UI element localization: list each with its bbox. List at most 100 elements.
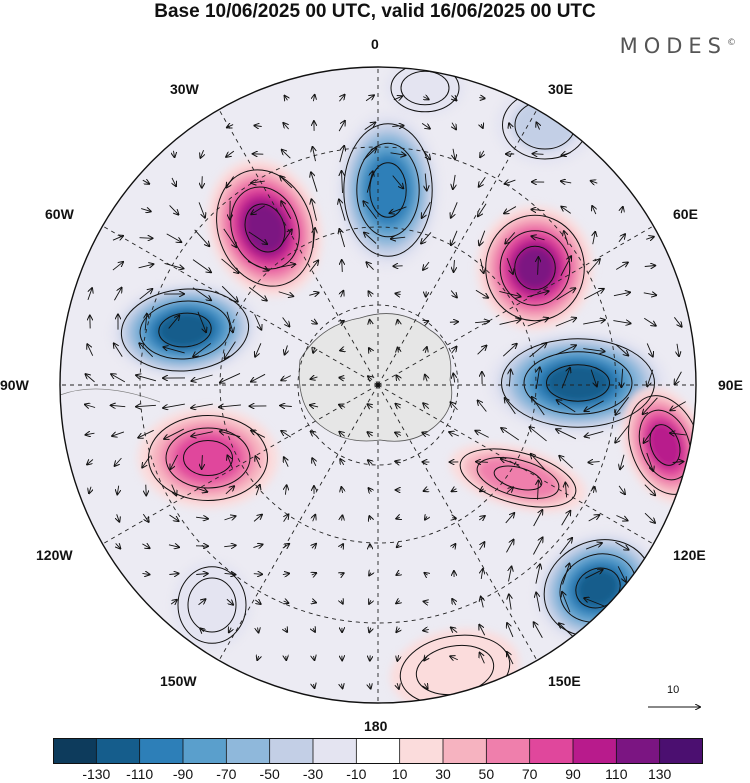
lon-label-150w: 150W — [160, 673, 197, 689]
wind-arrow — [451, 96, 456, 101]
contour-line — [523, 351, 633, 415]
contour-line — [187, 577, 237, 633]
wind-arrow — [559, 623, 574, 637]
wind-arrow — [538, 257, 539, 275]
wind-arrow — [368, 460, 372, 464]
wind-arrow — [555, 318, 576, 327]
wind-arrow — [587, 259, 600, 274]
wind-arrow — [670, 433, 686, 435]
colorbar-swatch — [183, 738, 227, 764]
wind-arrow — [424, 489, 429, 491]
wind-arrow — [449, 432, 459, 436]
wind-arrow — [284, 457, 288, 467]
wind-arrow — [425, 173, 427, 191]
wind-arrow — [505, 513, 514, 524]
contour-line — [139, 300, 231, 360]
wind-arrow — [501, 428, 520, 441]
wind-arrow — [421, 122, 430, 128]
wind-arrow — [339, 405, 346, 408]
wind-arrow — [452, 599, 456, 606]
wind-arrow — [561, 207, 571, 214]
wind-arrow — [111, 374, 126, 383]
wind-arrow — [583, 349, 604, 352]
wind-arrow — [561, 181, 572, 183]
wind-arrow — [559, 538, 572, 555]
contour-line — [493, 465, 543, 491]
wind-arrow — [453, 374, 454, 383]
wind-arrow — [339, 378, 345, 379]
wind-arrow — [169, 574, 178, 575]
meridian-line — [377, 384, 654, 545]
wind-arrow — [507, 623, 514, 638]
wind-arrow — [282, 544, 289, 548]
wind-arrow — [396, 517, 399, 518]
wind-arrow — [339, 432, 344, 437]
wind-arrow — [339, 146, 344, 163]
wind-arrow — [341, 544, 343, 548]
contour-line — [649, 424, 681, 466]
wind-arrow — [506, 257, 513, 274]
wind-arrow — [562, 592, 571, 613]
wind-arrow — [117, 514, 120, 521]
colorbar-tick-label: 10 — [391, 766, 408, 782]
colorbar-swatch — [356, 738, 401, 764]
map-title: Base 10/06/2025 00 UTC, valid 16/06/2025… — [154, 1, 596, 22]
wind-arrow — [313, 95, 314, 102]
wind-arrow — [396, 404, 401, 408]
wind-arrow — [506, 540, 513, 553]
colorbar-swatch — [53, 738, 97, 764]
wind-arrow — [281, 375, 291, 381]
wind-arrow — [254, 314, 262, 329]
wind-arrow — [171, 484, 177, 496]
wind-arrow — [282, 317, 290, 327]
wind-arrow — [453, 174, 455, 189]
wind-arrow — [309, 260, 318, 272]
wind-arrow — [509, 370, 510, 387]
wind-arrow — [424, 656, 427, 661]
wind-arrow — [618, 234, 625, 243]
contour-line — [216, 169, 314, 287]
wind-arrow — [505, 398, 516, 415]
wind-arrow — [258, 627, 259, 632]
landmass-outline — [60, 388, 161, 403]
contour-line — [183, 440, 233, 476]
wind-arrow — [423, 403, 430, 410]
lon-label-120w: 120W — [36, 547, 73, 563]
wind-arrow — [620, 454, 625, 469]
wind-arrow — [312, 573, 317, 575]
wind-arrow — [644, 317, 656, 326]
colorbar-swatch — [443, 738, 487, 764]
wind-arrow — [194, 229, 210, 246]
wind-arrow — [480, 489, 484, 492]
colorbar-tick-label: 130 — [647, 766, 672, 782]
wind-arrow — [536, 593, 541, 612]
wind-arrow — [613, 321, 630, 324]
wind-arrow — [313, 228, 315, 248]
wind-arrow — [421, 148, 430, 160]
wind-arrow — [369, 683, 370, 688]
wind-arrow — [251, 205, 266, 215]
wind-arrow — [114, 343, 123, 357]
wind-arrow — [89, 486, 91, 494]
wind-arrow — [369, 516, 370, 520]
wind-arrow — [392, 175, 404, 189]
wind-arrow — [509, 567, 512, 582]
wind-arrow — [168, 316, 180, 329]
wind-arrow — [593, 487, 594, 493]
wind-arrow — [615, 263, 628, 270]
wind-arrow — [533, 510, 543, 527]
wind-arrow — [192, 259, 211, 273]
wind-arrow — [644, 484, 655, 496]
wind-arrow — [164, 263, 184, 268]
wind-arrow — [227, 455, 233, 469]
colorbar-tick-label: 110 — [605, 766, 628, 782]
wind-arrow — [139, 289, 153, 300]
wind-arrow — [453, 148, 455, 159]
wind-arrow — [646, 452, 653, 471]
wind-arrow — [621, 207, 623, 214]
meridian-line — [218, 384, 379, 661]
colorbar-swatch — [486, 738, 531, 764]
contour-line — [356, 142, 420, 238]
wind-arrow — [224, 573, 236, 574]
wind-arrow — [368, 376, 372, 379]
